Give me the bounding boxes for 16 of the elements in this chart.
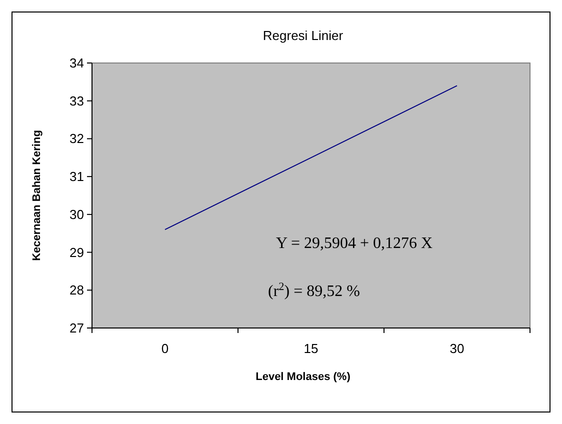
y-tick-label: 28: [70, 282, 84, 298]
annotation: Y = 29,5904 + 0,1276 X: [276, 235, 434, 252]
y-tick-label: 30: [70, 206, 84, 222]
y-tick-label: 32: [70, 131, 84, 146]
y-tick-label: 29: [70, 244, 84, 260]
annotation: (r$^{2}$) = 89,52 %: [268, 281, 360, 300]
y-tick-label: 31: [70, 169, 84, 184]
y-tick-label: 33: [70, 93, 84, 108]
x-tick-label: 30: [450, 341, 464, 356]
y-tick-label: 27: [70, 320, 84, 336]
y-tick-label: 34: [70, 56, 84, 70]
y-axis-title: Kecernaan Bahan Kering: [31, 130, 43, 261]
x-axis-title: Level Molases (%): [256, 371, 351, 383]
x-tick-label: 15: [304, 341, 318, 356]
chart-title: Regresi Linier: [262, 28, 344, 43]
x-tick-label: 0: [161, 341, 169, 356]
